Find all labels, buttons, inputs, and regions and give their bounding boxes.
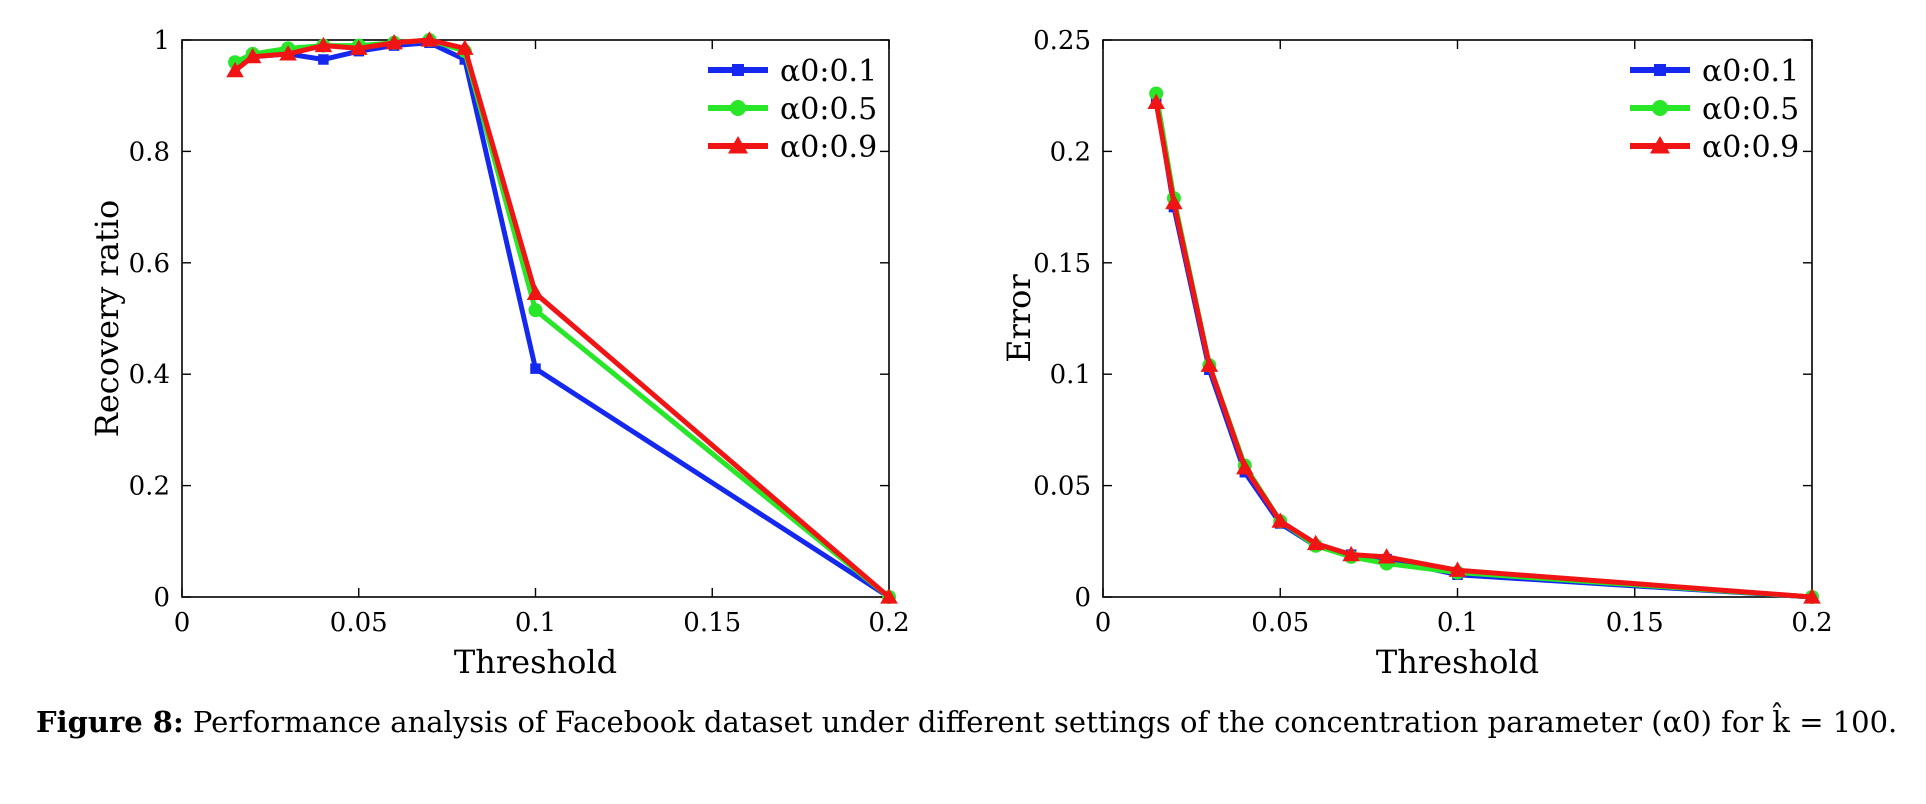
data-point xyxy=(243,47,262,64)
data-point xyxy=(1306,534,1325,551)
series-line xyxy=(1153,93,1813,600)
legend-label: α0:0.9 xyxy=(1702,130,1799,165)
legend-label: α0:0.5 xyxy=(1702,92,1799,127)
caption-label: Figure 8: xyxy=(36,705,184,739)
series-line xyxy=(233,37,891,599)
y-axis-label: Recovery ratio xyxy=(88,200,126,438)
x-axis-label: Threshold xyxy=(454,643,617,681)
legend-marker xyxy=(732,64,744,76)
x-tick-label: 0.15 xyxy=(683,608,741,638)
legend-marker xyxy=(730,100,746,116)
data-point xyxy=(279,45,297,61)
legend-label: α0:0.1 xyxy=(780,54,877,89)
data-point xyxy=(1149,86,1164,101)
x-tick-label: 0.05 xyxy=(330,608,388,638)
y-tick-label: 0.8 xyxy=(129,137,170,167)
data-point xyxy=(526,284,545,300)
y-tick-label: 1 xyxy=(153,26,170,56)
legend: α0:0.1α0:0.5α0:0.9 xyxy=(1630,54,1799,165)
x-tick-label: 0.2 xyxy=(1791,608,1832,638)
data-point xyxy=(420,31,439,47)
data-point xyxy=(385,34,403,50)
data-point xyxy=(880,588,898,604)
y-tick-label: 0.2 xyxy=(129,472,170,502)
series-line xyxy=(1153,101,1813,600)
legend-label: α0:0.1 xyxy=(1702,54,1799,89)
series-3 xyxy=(1147,93,1821,604)
caption-text: Performance analysis of Facebook dataset… xyxy=(192,705,1898,739)
y-axis-label: Error xyxy=(1000,274,1038,363)
data-point xyxy=(456,39,474,55)
figure-caption: Figure 8: Performance analysis of Facebo… xyxy=(36,702,1916,742)
x-tick-label: 0.1 xyxy=(515,608,556,638)
data-point xyxy=(1236,459,1254,475)
y-tick-label: 0.25 xyxy=(1033,26,1091,56)
legend-label: α0:0.9 xyxy=(780,130,877,165)
series-3 xyxy=(226,31,898,604)
data-point xyxy=(1448,561,1467,577)
data-point xyxy=(1147,93,1165,109)
x-tick-label: 0.05 xyxy=(1251,608,1309,638)
x-tick-label: 0.2 xyxy=(868,608,909,638)
legend-marker xyxy=(1654,64,1666,76)
legend-marker xyxy=(1650,136,1670,154)
x-tick-label: 0 xyxy=(174,608,191,638)
data-point xyxy=(530,363,541,374)
y-tick-label: 0.15 xyxy=(1033,249,1091,279)
x-tick-label: 0.15 xyxy=(1606,608,1664,638)
x-axis-label: Threshold xyxy=(1376,643,1539,681)
legend-marker xyxy=(728,136,748,154)
data-point xyxy=(1200,356,1219,372)
y-tick-label: 0.1 xyxy=(1050,360,1091,390)
y-tick-label: 0 xyxy=(1074,583,1091,613)
data-point xyxy=(1271,512,1289,528)
x-tick-label: 0.1 xyxy=(1437,608,1478,638)
data-point xyxy=(1377,548,1396,564)
x-tick-label: 0 xyxy=(1095,608,1112,638)
data-point xyxy=(1803,588,1821,604)
data-point xyxy=(314,36,333,53)
legend-marker xyxy=(1652,100,1668,116)
y-tick-label: 0.6 xyxy=(129,249,170,279)
data-point xyxy=(1342,545,1360,562)
data-point xyxy=(226,61,244,78)
y-tick-label: 0.05 xyxy=(1033,472,1091,502)
data-point xyxy=(528,303,543,318)
y-tick-label: 0.4 xyxy=(129,360,170,390)
series-line xyxy=(1153,97,1813,600)
y-tick-label: 0.2 xyxy=(1050,137,1091,167)
recovery-ratio-plot: 0 0.05 0.1 0.15 0.2 0 0.2 0.4 0.6 0.8 1 Threshold Re… xyxy=(88,26,910,681)
y-tick-label: 0 xyxy=(153,583,170,613)
data-point xyxy=(350,39,368,55)
error-plot: 0 0.05 0.1 0.15 0.2 0 0.05 0.1 0.15 0.2 0.25 Thresh… xyxy=(1000,26,1833,681)
data-point xyxy=(318,54,329,65)
legend-label: α0:0.5 xyxy=(780,92,877,127)
legend: α0:0.1α0:0.5α0:0.9 xyxy=(708,54,877,165)
data-point xyxy=(1165,193,1183,210)
series-1 xyxy=(1150,92,1818,603)
